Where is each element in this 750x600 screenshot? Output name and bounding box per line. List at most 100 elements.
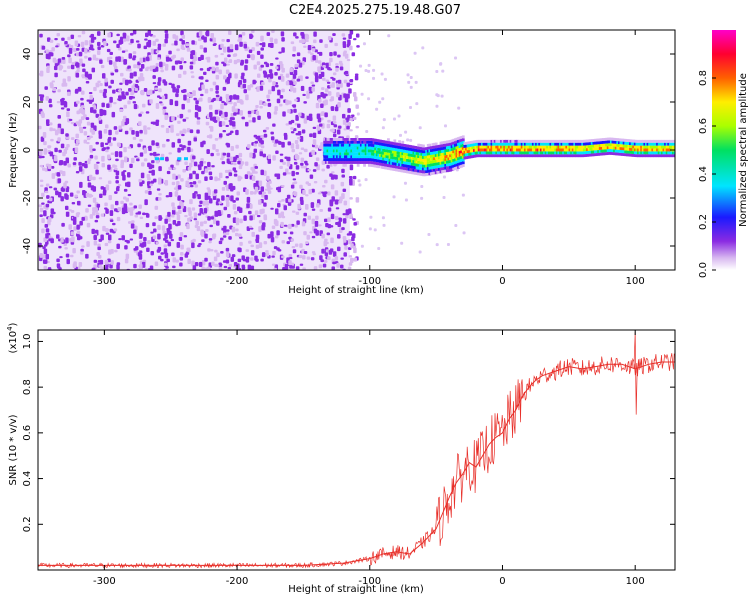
spectrogram-track-cell (460, 156, 464, 159)
spectrogram-track-cell (326, 152, 330, 156)
spectrogram-track-cell (347, 155, 351, 159)
spectrogram-noise-cell (99, 193, 103, 198)
spectrogram-noise-cell (307, 183, 312, 187)
spectrogram-track-cell (420, 173, 424, 176)
spectrogram-track-cell (539, 148, 543, 152)
spectrogram-noise-cell (143, 87, 148, 92)
spectrogram-track-cell (603, 137, 607, 141)
spectrogram-noise-cell (296, 59, 301, 64)
spectrogram-track-cell (664, 151, 667, 155)
spectrogram-noise-cell (229, 183, 233, 188)
spectrogram-track-cell (586, 151, 589, 154)
spectrogram-track-cell (602, 152, 605, 156)
spectrogram-track-cell (353, 158, 357, 161)
spectrogram-noise-cell (139, 216, 144, 219)
spectrogram-noise-cell (134, 225, 138, 231)
spectrogram-noise-cell (76, 100, 80, 104)
spectrogram-track-cell (495, 151, 499, 155)
spectrogram-track-cell (388, 144, 392, 148)
spectrogram-noise-cell (52, 211, 56, 215)
spectrogram-track-cell (597, 141, 601, 145)
spectrogram-noise-cell (85, 253, 89, 259)
spectrogram-noise-cell (70, 137, 75, 140)
spectrogram-track-cell (595, 147, 599, 151)
spectrogram-track-cell (555, 151, 559, 155)
spectrogram-track-cell (342, 146, 346, 150)
spectrogram-track-cell (374, 153, 378, 157)
spectrogram-noise-cell (60, 128, 64, 135)
spectrogram-track-cell (547, 142, 551, 146)
spectrogram-noise-cell (52, 57, 57, 63)
spectrogram-track-cell (665, 145, 669, 149)
spectrogram-track-cell (485, 139, 489, 143)
spectrogram-track-cell (394, 165, 398, 169)
spectrogram-noise-cell (299, 184, 303, 189)
spectrogram-noise-cell (78, 161, 82, 166)
spectrogram-track-cell (442, 144, 446, 147)
spectrogram-noise-cell (342, 44, 347, 48)
spectrogram-noise-cell (343, 200, 348, 206)
spectrogram-track-cell (559, 151, 562, 155)
spectrogram-noise-cell (95, 215, 100, 219)
spectrogram-noise-cell (344, 96, 349, 103)
spectrogram-track-cell (595, 150, 599, 154)
spectrogram-track-cell (503, 142, 507, 146)
spectrogram-track-cell (426, 149, 430, 153)
spectrogram-track-cell (344, 155, 347, 159)
spectrogram-track-cell (541, 139, 545, 143)
spectrogram-noise-cell (108, 234, 112, 241)
spectrogram-track-cell (543, 148, 546, 152)
spectrogram-noise-cell (246, 54, 251, 59)
spectrogram-track-cell (406, 150, 409, 154)
spectrogram-noise-cell (326, 164, 330, 169)
spectrogram-noise-cell (120, 200, 124, 205)
spectrogram-track-cell (417, 163, 421, 167)
spectrogram-track-cell (457, 151, 460, 155)
spectrogram-noise-cell (226, 158, 231, 164)
spectrogram-noise-cell (69, 192, 74, 197)
spectrogram-track-cell (428, 152, 432, 156)
spectrogram-noise-cell (152, 68, 157, 73)
spectrogram-noise-cell (303, 166, 308, 169)
spectrogram-track-cell (399, 149, 403, 152)
spectrogram-track-cell (441, 152, 444, 156)
spectrogram-track-cell (587, 148, 591, 151)
spectrogram-noise-cell (129, 163, 133, 169)
spectrogram-track-cell (632, 148, 636, 152)
spectrogram-noise-cell (97, 116, 102, 121)
spectrogram-track-cell (420, 170, 424, 174)
spectrogram-track-cell (428, 146, 432, 150)
spectrogram-noise-cell (206, 135, 211, 139)
spectrogram-noise-cell (340, 264, 344, 269)
spectrogram-noise-cell (105, 232, 110, 235)
spectrogram-noise-cell (250, 166, 254, 171)
spectrogram-track-cell (455, 154, 459, 158)
spectrogram-track-cell (358, 140, 362, 144)
spectrogram-track-cell (514, 139, 518, 143)
spectrogram-noise-cell (312, 253, 317, 256)
spectrogram-track-cell (363, 155, 366, 159)
spectrogram-noise-cell (168, 50, 172, 55)
spectrogram-noise-cell (133, 64, 137, 69)
spectrogram-track-cell (425, 155, 429, 159)
spectrogram-noise-cell (212, 144, 216, 150)
spectrogram-y-label: Frequency (Hz) (8, 112, 19, 188)
spectrogram-track-cell (428, 169, 432, 173)
spectrogram-noise-cell (129, 95, 134, 99)
spectrogram-noise-cell (239, 110, 243, 116)
colorbar-gradient (712, 30, 736, 270)
spectrogram-track-cell (391, 144, 395, 148)
spectrogram-track-cell (444, 143, 448, 147)
spectrogram-track-cell (396, 165, 400, 169)
spectrogram-track-cell (374, 138, 378, 142)
spectrogram-noise-cell (435, 70, 439, 74)
spectrogram-noise-cell (288, 120, 293, 125)
spectrogram-noise-cell (256, 86, 260, 92)
spectrogram-track-cell (531, 145, 535, 149)
spectrogram-noise-cell (290, 41, 295, 45)
spectrogram-track-cell (563, 151, 567, 155)
spectrogram-noise-cell (160, 258, 164, 262)
spectrogram-track-cell (574, 154, 578, 158)
spectrogram-track-cell (525, 154, 529, 158)
